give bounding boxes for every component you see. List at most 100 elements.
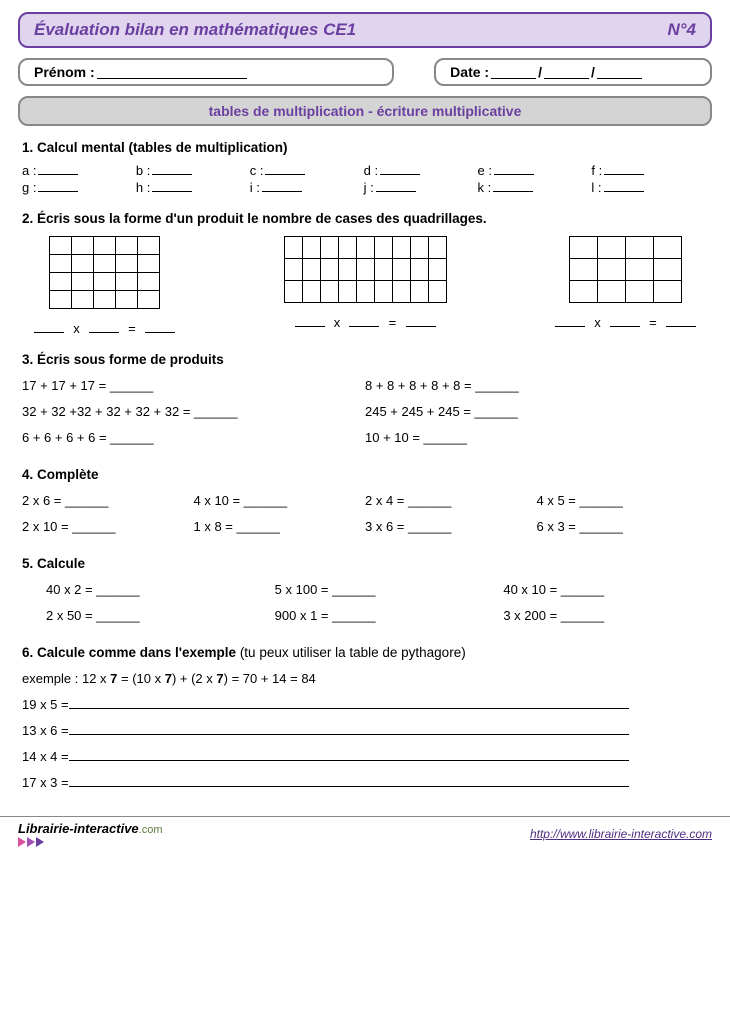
grid-cell <box>410 237 428 259</box>
grid-cell <box>374 259 392 281</box>
q2-grid-col: x = <box>284 236 447 336</box>
q1-blank[interactable] <box>152 161 192 175</box>
q1-blank[interactable] <box>152 178 192 192</box>
grid-cell <box>598 237 626 259</box>
logo-arrows-icon <box>18 837 163 847</box>
name-date-row: Prénom : Date : / / <box>18 58 712 86</box>
q2-blank[interactable] <box>295 313 325 327</box>
q5-item: 40 x 10 = ______ <box>503 577 708 603</box>
q1-blank[interactable] <box>376 178 416 192</box>
footer: Librairie-interactive.com http://www.lib… <box>0 816 730 847</box>
q3: 3. Écris sous forme de produits 17 + 17 … <box>22 352 708 451</box>
q2-grids: x = x = x = <box>32 236 698 336</box>
grid-cell <box>284 281 302 303</box>
grid-cell <box>570 259 598 281</box>
grid-cell <box>50 255 72 273</box>
q1-blank[interactable] <box>262 178 302 192</box>
q6: 6. Calcule comme dans l'exemple (tu peux… <box>22 645 708 796</box>
q2-blank[interactable] <box>349 313 379 327</box>
q4-title: 4. Complète <box>22 467 708 482</box>
date-month-blank[interactable] <box>544 65 589 79</box>
q3-line: 245 + 245 + 245 = ______ <box>365 399 708 425</box>
q2-blank[interactable] <box>666 313 696 327</box>
q3-title: 3. Écris sous forme de produits <box>22 352 708 367</box>
q6-blank[interactable] <box>69 749 629 761</box>
q1-item: g : <box>22 178 136 195</box>
grid-cell <box>138 237 160 255</box>
grid-cell <box>570 281 598 303</box>
grid-cell <box>50 291 72 309</box>
q2-title: 2. Écris sous la forme d'un produit le n… <box>22 211 708 226</box>
grid-cell <box>72 255 94 273</box>
grid-cell <box>72 237 94 255</box>
header: Évaluation bilan en mathématiques CE1 N°… <box>18 12 712 48</box>
q1-blank[interactable] <box>265 161 305 175</box>
q1-item: d : <box>364 161 478 178</box>
q3-left: 17 + 17 + 17 = ______32 + 32 +32 + 32 + … <box>22 373 365 451</box>
q1-item: b : <box>136 161 250 178</box>
grid-cell <box>428 281 446 303</box>
grid-cell <box>94 273 116 291</box>
q2: 2. Écris sous la forme d'un produit le n… <box>22 211 708 336</box>
grid-cell <box>284 259 302 281</box>
q1-blank[interactable] <box>38 161 78 175</box>
q5: 5. Calcule 40 x 2 = ______2 x 50 = _____… <box>22 556 708 629</box>
prenom-label: Prénom : <box>34 64 95 80</box>
q4-item: 6 x 3 = ______ <box>537 514 709 540</box>
grid-cell <box>320 259 338 281</box>
grid-cell <box>626 281 654 303</box>
footer-url[interactable]: http://www.librairie-interactive.com <box>530 827 712 841</box>
q2-blank[interactable] <box>145 319 175 333</box>
q6-example: exemple : 12 x 7 = (10 x 7) + (2 x 7) = … <box>22 666 708 692</box>
grid-cell <box>374 237 392 259</box>
q2-blank[interactable] <box>555 313 585 327</box>
q2-blank[interactable] <box>89 319 119 333</box>
q5-item: 5 x 100 = ______ <box>275 577 480 603</box>
grid-cell <box>392 237 410 259</box>
grid-cell <box>410 281 428 303</box>
q1-blank[interactable] <box>604 178 644 192</box>
grid-cell <box>138 273 160 291</box>
date-year-blank[interactable] <box>597 65 642 79</box>
grid-cell <box>94 237 116 255</box>
arrow-icon <box>27 837 35 847</box>
q2-grid-col: x = <box>32 236 177 336</box>
q3-line: 10 + 10 = ______ <box>365 425 708 451</box>
q4-item: 4 x 5 = ______ <box>537 488 709 514</box>
grid-cell <box>356 259 374 281</box>
q5-items: 40 x 2 = ______2 x 50 = ______5 x 100 = … <box>22 577 708 629</box>
q1-blank[interactable] <box>38 178 78 192</box>
q1-blank[interactable] <box>380 161 420 175</box>
q1-blank[interactable] <box>494 161 534 175</box>
date-box: Date : / / <box>434 58 712 86</box>
q3-line: 6 + 6 + 6 + 6 = ______ <box>22 425 365 451</box>
q1-blank[interactable] <box>493 178 533 192</box>
grid-cell <box>428 237 446 259</box>
q2-equation: x = <box>32 319 177 336</box>
prenom-blank[interactable] <box>97 65 247 79</box>
q1-item: c : <box>250 161 364 178</box>
q2-blank[interactable] <box>406 313 436 327</box>
q2-blank[interactable] <box>610 313 640 327</box>
q6-ex-after: ) = 70 + 14 = 84 <box>224 671 316 686</box>
grid-cell <box>654 237 682 259</box>
q4-item: 1 x 8 = ______ <box>194 514 366 540</box>
date-day-blank[interactable] <box>491 65 536 79</box>
q2-blank[interactable] <box>34 319 64 333</box>
arrow-icon <box>18 837 26 847</box>
q4-item: 2 x 4 = ______ <box>365 488 537 514</box>
q6-blank[interactable] <box>69 697 629 709</box>
q3-right: 8 + 8 + 8 + 8 + 8 = ______245 + 245 + 24… <box>365 373 708 451</box>
q6-line: 14 x 4 = <box>22 744 708 770</box>
grid-cell <box>338 259 356 281</box>
q6-blank[interactable] <box>69 775 629 787</box>
q1-blank[interactable] <box>604 161 644 175</box>
grid-cell <box>356 237 374 259</box>
q6-ex-b3: 7 <box>216 671 223 686</box>
grid-cell <box>338 237 356 259</box>
grid-cell <box>654 259 682 281</box>
q3-line: 32 + 32 +32 + 32 + 32 + 32 = ______ <box>22 399 365 425</box>
q6-blank[interactable] <box>69 723 629 735</box>
q4-item: 4 x 10 = ______ <box>194 488 366 514</box>
q3-line: 8 + 8 + 8 + 8 + 8 = ______ <box>365 373 708 399</box>
